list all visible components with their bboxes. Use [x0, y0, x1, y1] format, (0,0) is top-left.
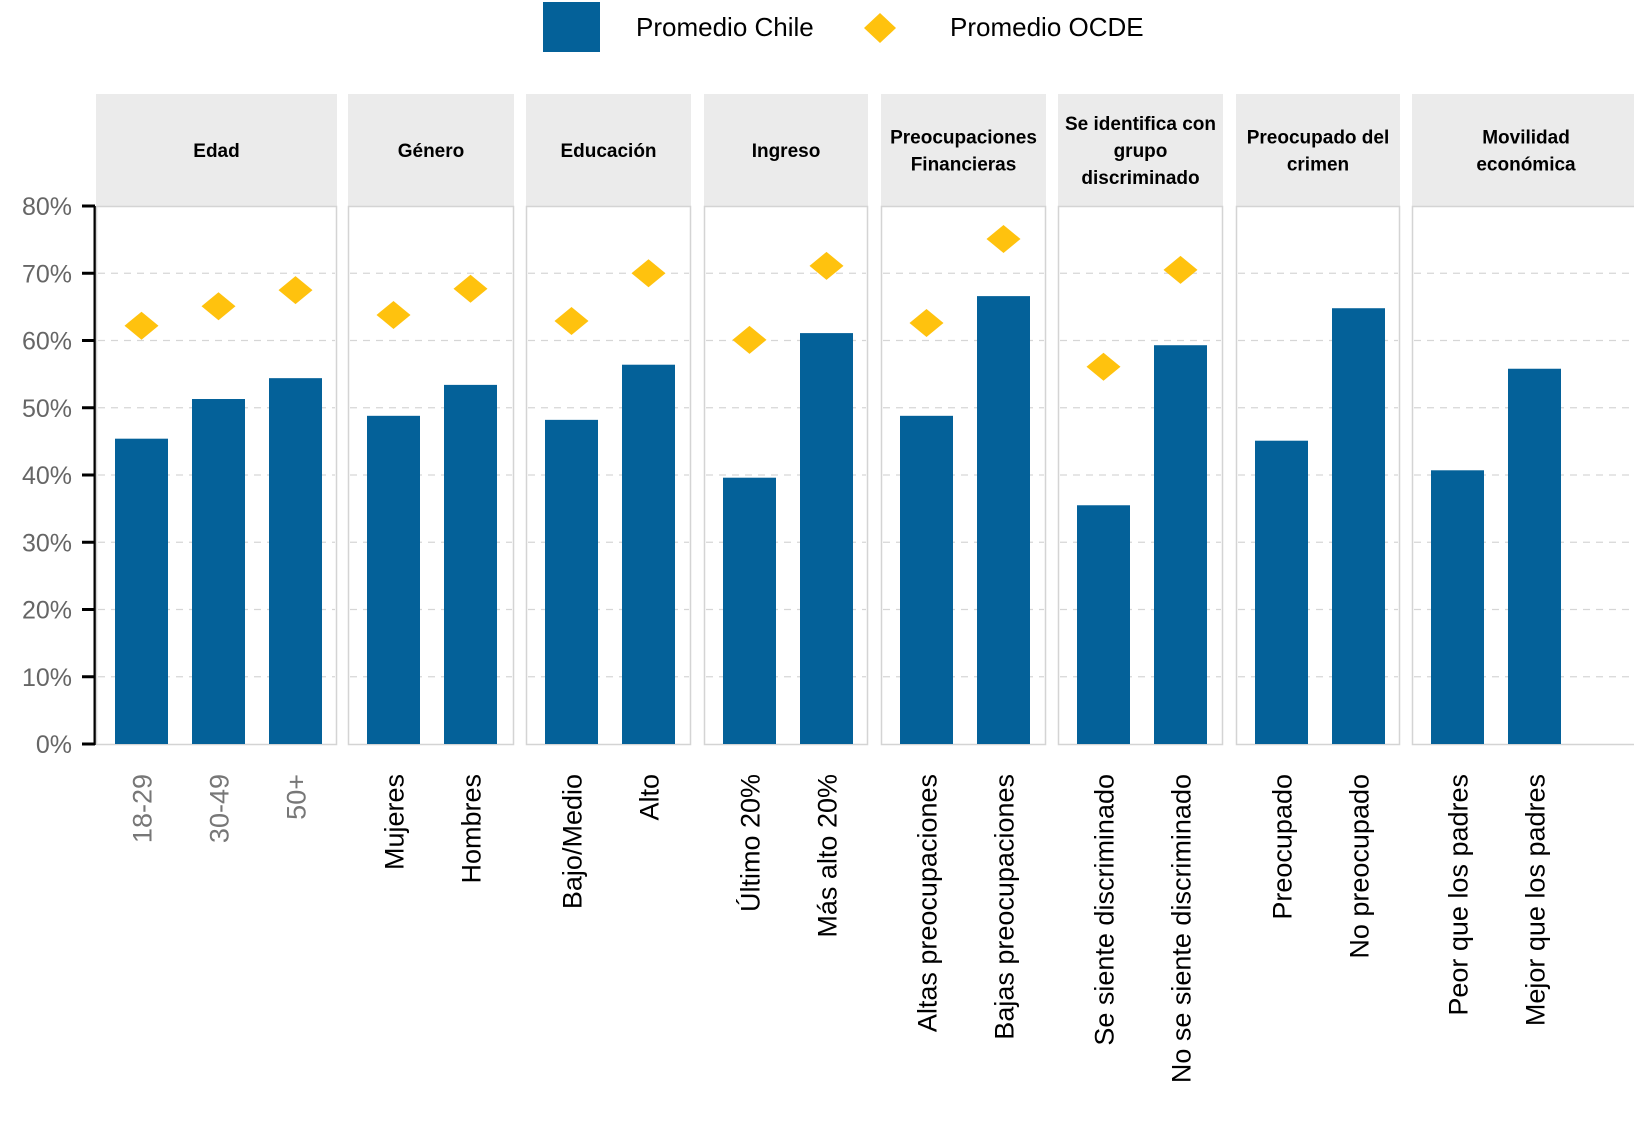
facet-panel: Ingreso Último 20% Más alto 20% [703, 94, 869, 938]
x-category-label: Bajo/Medio [558, 774, 588, 909]
bar-chile [1154, 345, 1207, 744]
y-tick-label: 40% [22, 462, 72, 490]
x-category-label: 30-49 [205, 774, 235, 843]
x-category-label: Más alto 20% [813, 774, 843, 938]
facet-panel: Se identifica con grupo discriminado Se sie… [1057, 94, 1224, 1083]
marker-ocde [278, 276, 313, 305]
y-tick-label: 50% [22, 395, 72, 423]
y-tick-label: 20% [22, 597, 72, 625]
bar-chile [269, 378, 322, 744]
facet-strip [704, 94, 868, 206]
x-category-label: Hombres [457, 774, 487, 884]
marker-ocde [809, 251, 844, 280]
x-category-label: Se siente discriminado [1090, 774, 1120, 1046]
bar-chile [367, 415, 420, 744]
facet-strip [881, 94, 1046, 206]
facet-strip [1236, 94, 1400, 206]
y-tick-label: 10% [22, 664, 72, 692]
y-tick-label: 70% [22, 260, 72, 288]
marker-ocde [554, 306, 589, 335]
facet-title: Preocupaciones [890, 128, 1037, 149]
marker-ocde [201, 292, 236, 321]
facet-title: Género [398, 141, 465, 162]
y-tick-label: 60% [22, 328, 72, 356]
bar-chile [1332, 308, 1385, 744]
legend-swatch-ocde [864, 13, 896, 43]
legend: Promedio Chile Promedio OCDE [543, 2, 1144, 52]
x-category-label: Mejor que los padres [1521, 774, 1551, 1026]
facet-strip [526, 94, 691, 206]
y-tick-label: 80% [22, 193, 72, 221]
marker-ocde [124, 311, 159, 340]
x-category-label: 18-29 [128, 774, 158, 843]
x-category-label: Bajas preocupaciones [990, 774, 1020, 1040]
bar-chile [1508, 368, 1561, 744]
legend-swatch-chile [543, 2, 600, 52]
facet-title: Movilidad [1482, 128, 1570, 149]
facet-title: Financieras [911, 155, 1017, 176]
x-category-label: Último 20% [735, 774, 766, 912]
legend-label-ocde: Promedio OCDE [950, 12, 1144, 42]
x-category-label: Peor que los padres [1444, 774, 1474, 1016]
bar-chile [900, 415, 953, 744]
bar-chile [977, 296, 1030, 744]
marker-ocde [376, 300, 411, 329]
marker-ocde [732, 325, 767, 354]
facet-title: Preocupado del [1247, 128, 1390, 149]
facet-title: Educación [560, 141, 656, 162]
facet-strip [1412, 94, 1634, 206]
facet-panel: Preocupado del crimen Preocupado No preocup… [1235, 94, 1401, 959]
x-category-label: Altas preocupaciones [913, 774, 943, 1032]
marker-ocde [631, 259, 666, 288]
marker-ocde [1163, 255, 1198, 284]
legend-label-chile: Promedio Chile [636, 12, 814, 42]
bar-chile [622, 364, 675, 744]
facet-panel: Movilidad económica Peor que los padres Mej… [1411, 94, 1634, 1026]
y-tick-label: 0% [36, 731, 72, 759]
bar-chile [800, 333, 853, 744]
x-category-label: No preocupado [1345, 774, 1375, 959]
y-axis: 0% 10% 20% 30% 40% 50% 60% 70% 80% [22, 193, 97, 759]
facet-panel: Preocupaciones Financieras Altas preocupac… [880, 94, 1047, 1040]
x-category-label: 50+ [282, 774, 312, 820]
marker-ocde [986, 224, 1021, 253]
bar-chile [1255, 440, 1308, 744]
marker-ocde [1086, 352, 1121, 381]
facet-panel: Educación Bajo/Medio Alto [525, 94, 692, 909]
facet-strip [96, 94, 337, 206]
y-tick-label: 30% [22, 529, 72, 557]
bar-chile [444, 384, 497, 744]
bar-chile [1077, 505, 1130, 744]
bar-chile [192, 399, 245, 744]
facet-strip [1058, 94, 1223, 206]
facet-panel: Género Mujeres Hombres [347, 94, 515, 884]
facet-title: Edad [193, 141, 239, 162]
x-category-label: No se siente discriminado [1167, 774, 1197, 1083]
facet-title: crimen [1287, 155, 1349, 176]
bar-chile [545, 419, 598, 744]
facet-title: grupo [1114, 141, 1168, 162]
facet-title: económica [1476, 155, 1576, 176]
bar-chile [115, 438, 168, 744]
facet-title: discriminado [1081, 168, 1199, 189]
facet-title: Se identifica con [1065, 114, 1216, 135]
facet-panels: Edad 18-29 30-49 50+ Género Mujeres Hombres Edu… [95, 94, 1634, 1083]
facet-panel: Edad 18-29 30-49 50+ [95, 94, 338, 843]
marker-ocde [453, 274, 488, 303]
bar-chile [723, 477, 776, 744]
x-category-label: Alto [635, 774, 665, 821]
bar-chile [1431, 470, 1484, 744]
x-category-label: Mujeres [380, 774, 410, 870]
facet-title: Ingreso [752, 141, 821, 162]
marker-ocde [909, 309, 944, 338]
facet-strip [348, 94, 514, 206]
x-category-label: Preocupado [1268, 774, 1298, 920]
